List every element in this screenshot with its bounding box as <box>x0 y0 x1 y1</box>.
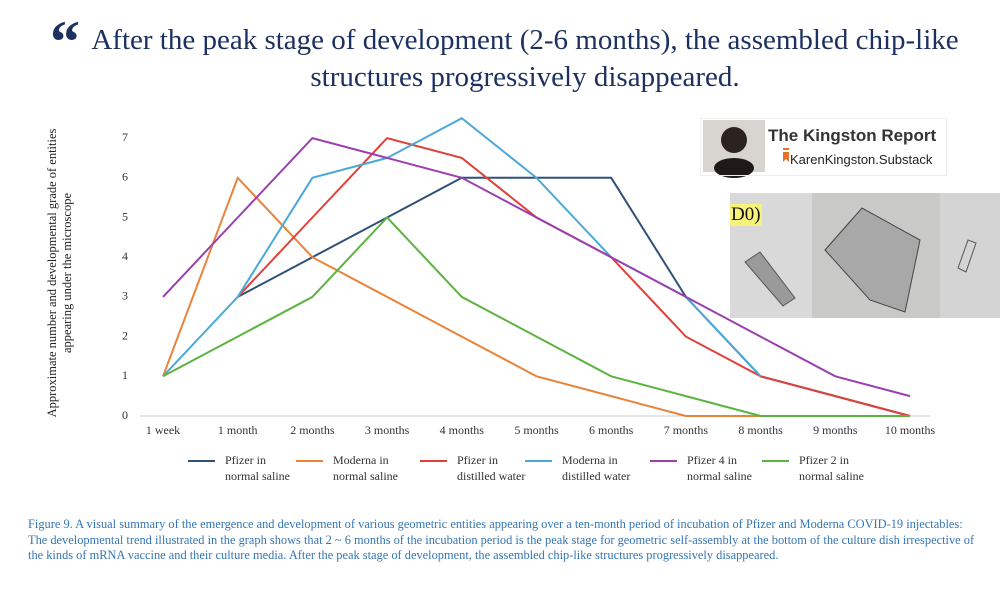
x-tick-label: 8 months <box>738 423 783 437</box>
crystal <box>957 239 977 273</box>
series-line <box>162 216 910 417</box>
x-tick-label: 1 month <box>218 423 258 437</box>
y-axis-label: Approximate number and developmental gra… <box>45 128 74 418</box>
caption: Figure 9. A visual summary of the emerge… <box>28 517 975 562</box>
crystal <box>744 251 796 307</box>
avatar-head <box>721 127 747 153</box>
image-label: D0) <box>730 204 762 226</box>
legend-label: Pfizer 4 in normal saline <box>687 453 752 483</box>
legend-label: Moderna in normal saline <box>333 453 398 483</box>
badge-site: KarenKingston.Substack <box>790 152 933 167</box>
x-tick-label: 6 months <box>589 423 634 437</box>
legend-label: Pfizer in normal saline <box>225 453 290 483</box>
x-tick-label: 2 months <box>290 423 335 437</box>
plot: 0 1 2 3 4 5 6 7 1 week 1 month 2 months 3 months 4 m… <box>122 117 936 462</box>
x-tick-label: 10 months <box>885 423 936 437</box>
x-tick-label: 1 week <box>146 423 180 437</box>
y-tick-label: 6 <box>122 170 128 184</box>
y-tick-label: 7 <box>122 130 128 144</box>
bookmark-icon <box>783 148 789 162</box>
x-tick-label: 7 months <box>664 423 709 437</box>
quote-mark: “ <box>50 9 80 75</box>
badge <box>700 118 947 176</box>
x-tick-label: 5 months <box>514 423 559 437</box>
micro-panel <box>940 193 1000 318</box>
x-tick-label: 4 months <box>440 423 485 437</box>
legend-label: Moderna in distilled water <box>562 453 631 483</box>
badge-name: The Kingston Report <box>768 126 937 145</box>
x-tick-label: 3 months <box>365 423 410 437</box>
y-tick-label: 2 <box>122 328 128 342</box>
x-tick-label: 9 months <box>813 423 858 437</box>
y-tick-label: 4 <box>122 249 128 263</box>
crystal <box>824 207 921 313</box>
legend-label: Pfizer 2 in normal saline <box>799 453 864 483</box>
avatar-body <box>714 158 754 178</box>
legend-label: Pfizer in distilled water <box>457 453 526 483</box>
series-line <box>162 136 911 398</box>
y-tick-label: 5 <box>122 209 128 223</box>
y-tick-label: 3 <box>122 289 128 303</box>
title: After the peak stage of development (2-6… <box>91 24 959 93</box>
y-tick-label: 0 <box>122 408 128 422</box>
y-tick-label: 1 <box>122 368 128 382</box>
